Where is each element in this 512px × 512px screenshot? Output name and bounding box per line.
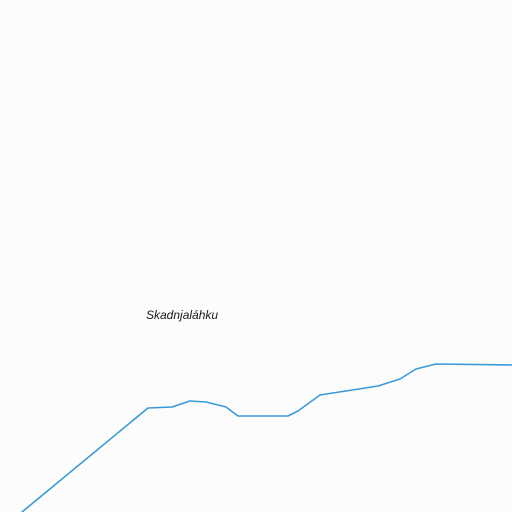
waterway-line [21, 363, 512, 512]
place-label: Skadnjaláhku [146, 308, 219, 322]
